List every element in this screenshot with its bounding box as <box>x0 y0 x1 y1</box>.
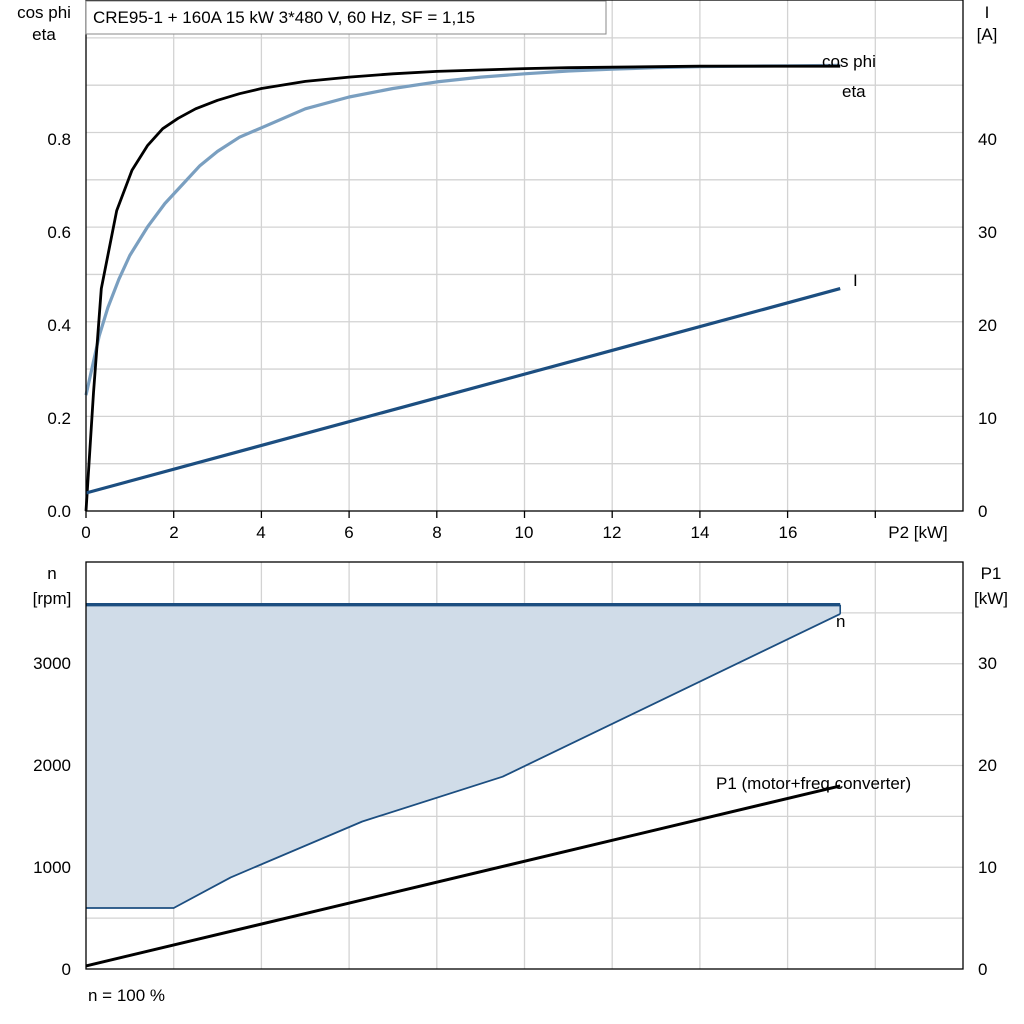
p1-line <box>85 784 841 968</box>
top-y2-tick-label: 10 <box>978 409 997 428</box>
x-axis-label: P2 [kW] <box>888 523 948 542</box>
top-y-tick-label: 0.2 <box>47 409 71 428</box>
top-gridlines <box>85 0 963 518</box>
top-y-tick-label: 0.4 <box>47 316 71 335</box>
title-box <box>85 0 607 35</box>
top-y-tick-label: 0.6 <box>47 223 71 242</box>
top-right-axis-label-line1: I <box>985 3 990 22</box>
top-tick-labels: 0.0 0.2 0.4 0.6 0.8 0 10 20 30 40 0 2 4 … <box>47 130 997 542</box>
cos-phi-line <box>84 63 841 396</box>
top-y-tick-label: 0.8 <box>47 130 71 149</box>
x-tick-label: 12 <box>603 523 622 542</box>
x-tick-label: 0 <box>81 523 90 542</box>
x-tick-label: 14 <box>691 523 710 542</box>
eta-line <box>84 64 841 512</box>
top-plot-frame <box>85 0 964 512</box>
speed-footnote: n = 100 % <box>88 986 165 1005</box>
min-speed-line <box>86 613 841 909</box>
bottom-left-axis-label-line2: [rpm] <box>33 589 72 608</box>
bottom-y2-tick-label: 20 <box>978 756 997 775</box>
bottom-series-lines <box>85 603 842 968</box>
bottom-left-axis-label-line1: n <box>47 564 56 583</box>
x-tick-label: 16 <box>779 523 798 542</box>
chart-title: CRE95-1 + 160A 15 kW 3*480 V, 60 Hz, SF … <box>93 8 475 27</box>
top-y2-tick-label: 40 <box>978 130 997 149</box>
bottom-right-axis-label-line1: P1 <box>981 564 1002 583</box>
series-label-cos-phi: cos phi <box>822 52 876 71</box>
bottom-y-tick-label: 2000 <box>33 756 71 775</box>
series-label-current: I <box>853 271 858 290</box>
series-label-p1: P1 (motor+freq.converter) <box>716 774 911 793</box>
x-tick-label: 6 <box>344 523 353 542</box>
bottom-tick-labels: 0 1000 2000 3000 0 10 20 30 <box>33 654 997 979</box>
current-line <box>85 287 841 495</box>
top-y-tick-label: 0.0 <box>47 502 71 521</box>
top-left-axis-label-line1: cos phi <box>17 3 71 22</box>
bottom-y2-tick-label: 10 <box>978 858 997 877</box>
top-panel-cos-phi-eta-current: cos phi eta I [A] 0.0 0.2 0.4 0.6 0.8 0 … <box>17 0 997 542</box>
top-series-lines <box>84 63 841 512</box>
bottom-right-axis-label-line2: [kW] <box>974 589 1008 608</box>
speed-range-band <box>86 604 841 908</box>
x-tick-label: 8 <box>432 523 441 542</box>
x-tick-label: 2 <box>169 523 178 542</box>
bottom-y-tick-label: 3000 <box>33 654 71 673</box>
top-left-axis-label-line2: eta <box>32 25 56 44</box>
x-tick-label: 4 <box>256 523 265 542</box>
bottom-y2-tick-label: 30 <box>978 654 997 673</box>
top-y2-tick-label: 30 <box>978 223 997 242</box>
series-label-speed: n <box>836 612 845 631</box>
bottom-plot-frame <box>85 561 964 970</box>
series-label-eta: eta <box>842 82 866 101</box>
x-tick-label: 10 <box>515 523 534 542</box>
top-right-axis-label-line2: [A] <box>977 25 998 44</box>
bottom-panel-speed-power: n [rpm] P1 [kW] 0 1000 2000 3000 0 10 20… <box>33 561 1008 1005</box>
bottom-y-tick-label: 0 <box>62 960 71 979</box>
top-y2-tick-label: 0 <box>978 502 987 521</box>
bottom-y2-tick-label: 0 <box>978 960 987 979</box>
top-y2-tick-label: 20 <box>978 316 997 335</box>
bottom-y-tick-label: 1000 <box>33 858 71 877</box>
